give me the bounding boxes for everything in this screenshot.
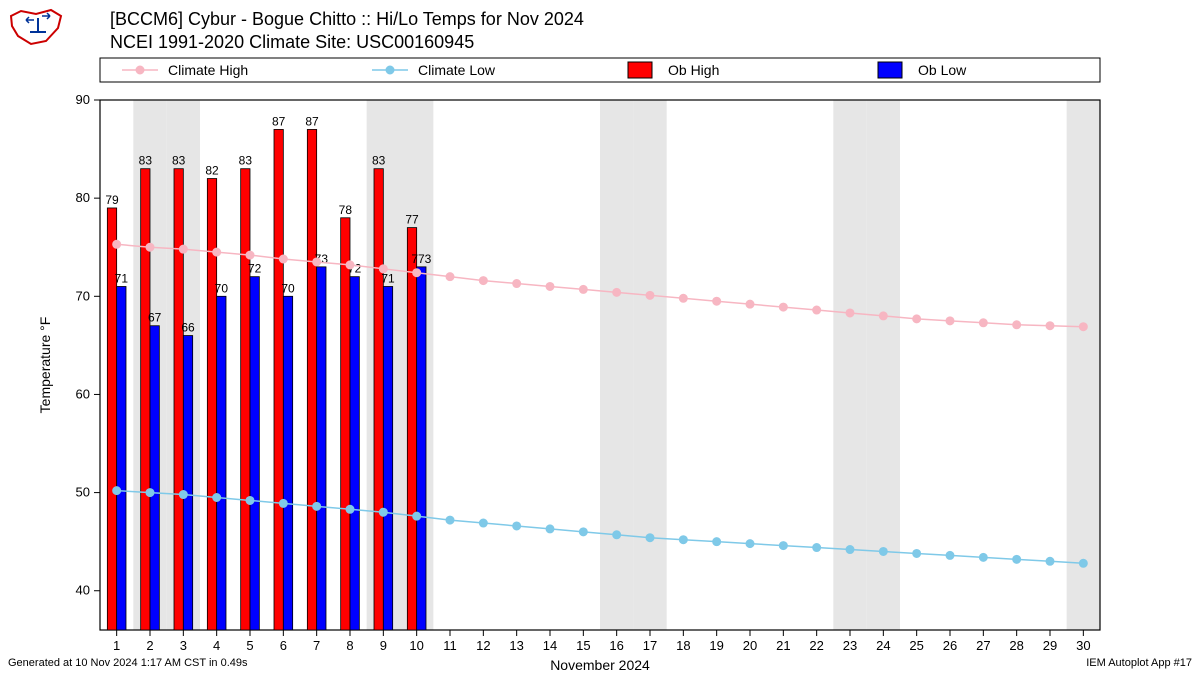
svg-text:19: 19 <box>709 638 723 653</box>
svg-text:8: 8 <box>346 638 353 653</box>
svg-text:Temperature °F: Temperature °F <box>37 317 53 414</box>
svg-text:90: 90 <box>76 92 90 107</box>
svg-text:28: 28 <box>1009 638 1023 653</box>
svg-text:20: 20 <box>743 638 757 653</box>
svg-text:Ob Low: Ob Low <box>918 62 967 78</box>
svg-text:50: 50 <box>76 485 90 500</box>
svg-text:7: 7 <box>313 638 320 653</box>
svg-text:18: 18 <box>676 638 690 653</box>
svg-text:72: 72 <box>248 262 262 276</box>
svg-text:77: 77 <box>405 213 419 227</box>
svg-text:9: 9 <box>380 638 387 653</box>
svg-text:21: 21 <box>776 638 790 653</box>
svg-text:83: 83 <box>372 154 386 168</box>
svg-text:66: 66 <box>181 321 195 335</box>
svg-text:25: 25 <box>909 638 923 653</box>
svg-text:16: 16 <box>609 638 623 653</box>
footer-generated: Generated at 10 Nov 2024 1:17 AM CST in … <box>8 657 248 669</box>
svg-text:79: 79 <box>105 193 119 207</box>
footer-app: IEM Autoplot App #17 <box>1086 657 1192 669</box>
svg-text:17: 17 <box>643 638 657 653</box>
svg-text:15: 15 <box>576 638 590 653</box>
svg-text:71: 71 <box>115 271 129 285</box>
svg-text:November 2024: November 2024 <box>550 657 650 673</box>
svg-text:5: 5 <box>246 638 253 653</box>
svg-text:83: 83 <box>239 154 253 168</box>
svg-text:Ob High: Ob High <box>668 62 719 78</box>
svg-text:3: 3 <box>180 638 187 653</box>
svg-text:87: 87 <box>305 114 319 128</box>
svg-text:83: 83 <box>139 154 153 168</box>
svg-text:14: 14 <box>543 638 557 653</box>
svg-text:22: 22 <box>809 638 823 653</box>
svg-text:1: 1 <box>113 638 120 653</box>
svg-text:10: 10 <box>409 638 423 653</box>
svg-text:60: 60 <box>76 386 90 401</box>
svg-text:11: 11 <box>443 638 457 653</box>
svg-text:80: 80 <box>76 190 90 205</box>
svg-text:26: 26 <box>943 638 957 653</box>
svg-text:4: 4 <box>213 638 220 653</box>
svg-text:29: 29 <box>1043 638 1057 653</box>
svg-text:23: 23 <box>843 638 857 653</box>
svg-text:70: 70 <box>215 281 229 295</box>
svg-text:82: 82 <box>205 164 219 178</box>
svg-text:67: 67 <box>148 311 162 325</box>
svg-text:71: 71 <box>381 271 395 285</box>
svg-text:6: 6 <box>280 638 287 653</box>
svg-text:87: 87 <box>272 114 286 128</box>
svg-text:773: 773 <box>411 252 431 266</box>
svg-text:30: 30 <box>1076 638 1090 653</box>
svg-text:Climate Low: Climate Low <box>418 62 496 78</box>
svg-text:27: 27 <box>976 638 990 653</box>
svg-text:70: 70 <box>281 281 295 295</box>
svg-text:70: 70 <box>76 288 90 303</box>
svg-text:Climate High: Climate High <box>168 62 248 78</box>
svg-text:78: 78 <box>339 203 353 217</box>
temperature-chart: Climate High Climate Low Ob High Ob Low 40 50… <box>0 0 1200 675</box>
svg-text:2: 2 <box>146 638 153 653</box>
svg-text:13: 13 <box>509 638 523 653</box>
svg-text:24: 24 <box>876 638 890 653</box>
svg-text:12: 12 <box>476 638 490 653</box>
svg-text:40: 40 <box>76 583 90 598</box>
svg-text:83: 83 <box>172 154 186 168</box>
